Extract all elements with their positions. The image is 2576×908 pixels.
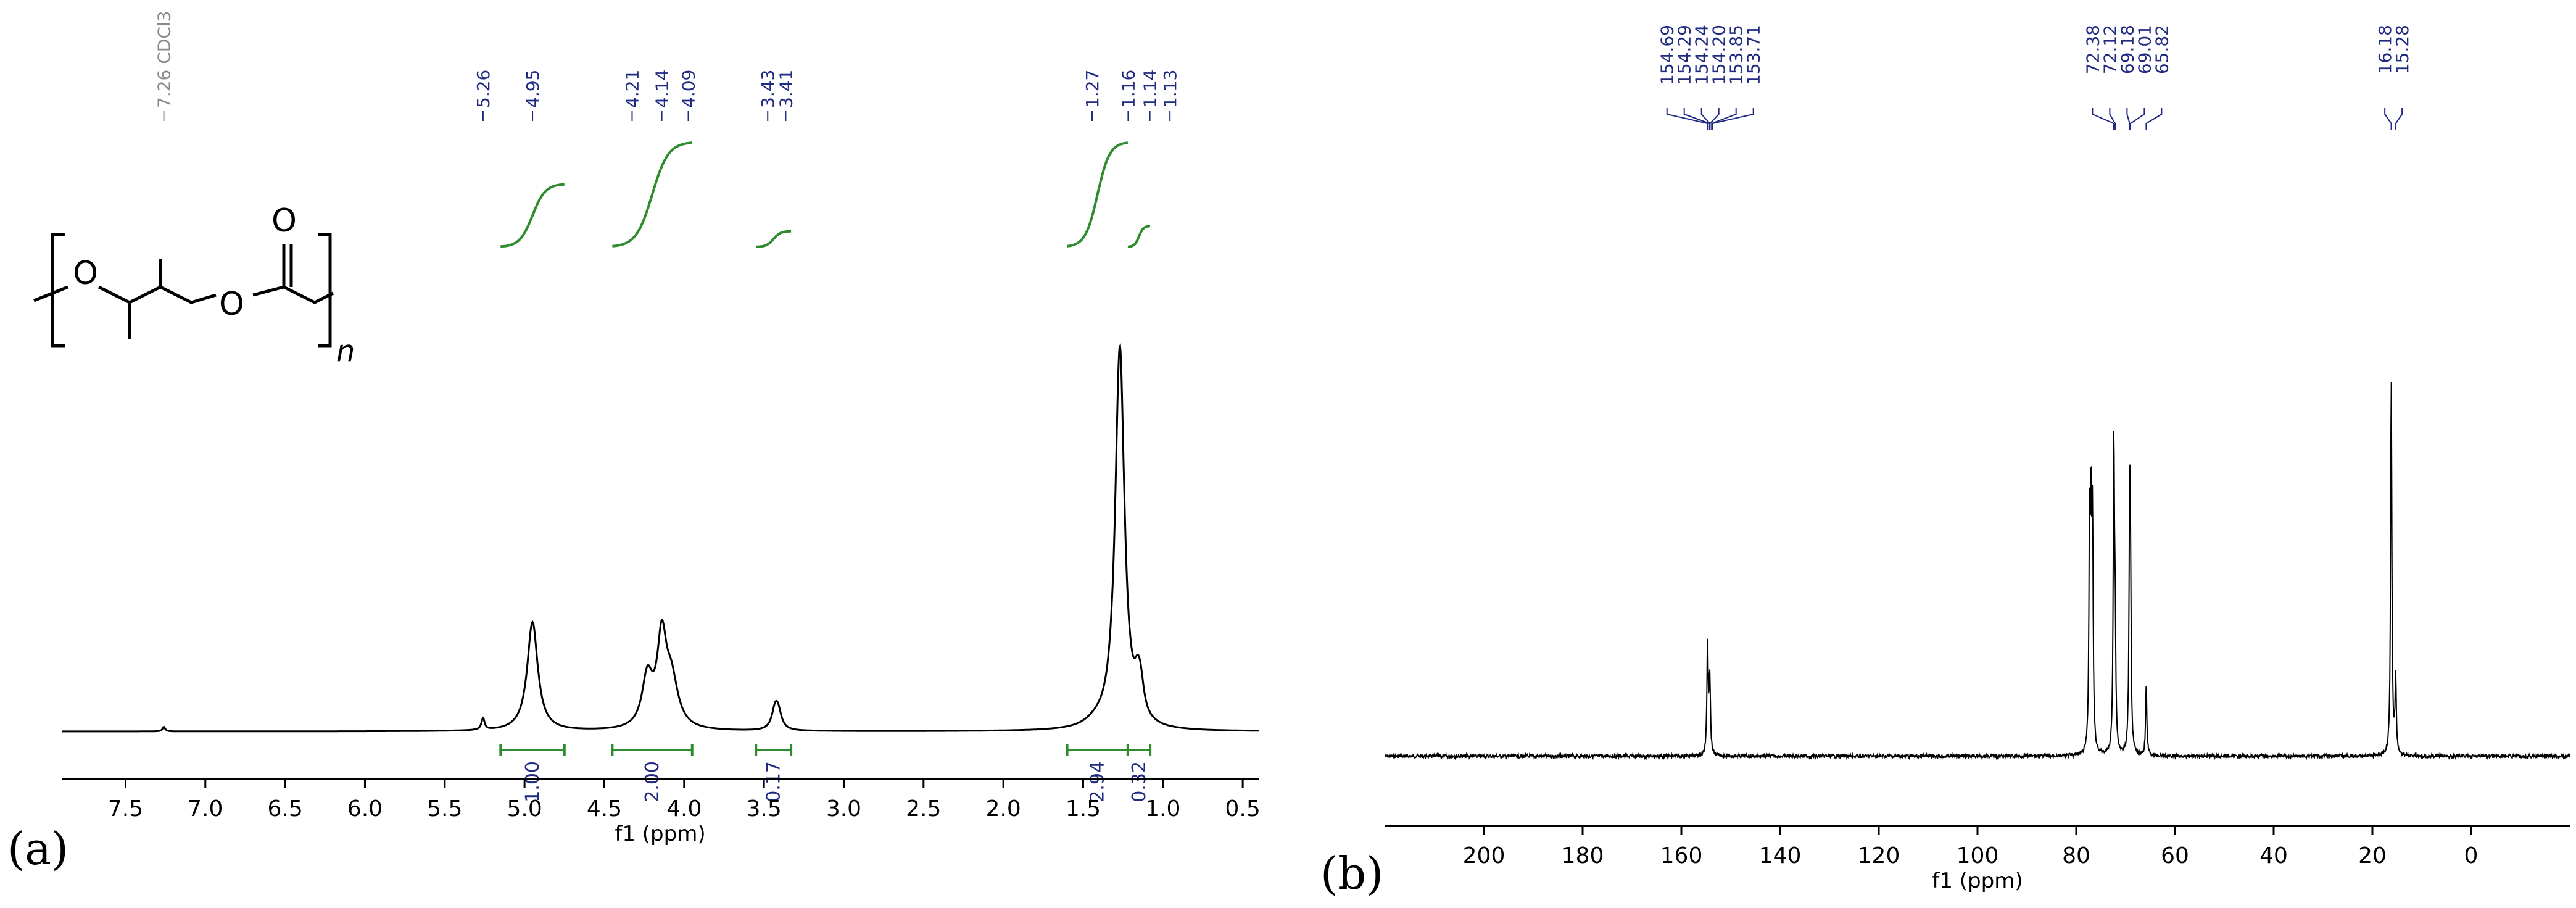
peak-label: 1.16 [1118, 70, 1138, 108]
x-tick-label: 100 [1957, 843, 1999, 868]
peak-label-connector [2109, 108, 2116, 130]
integral-curve [612, 141, 692, 248]
x-tick-label: 3.5 [747, 796, 782, 822]
x-tick-label: 120 [1858, 843, 1900, 868]
peak-label: 154.69 [1657, 25, 1678, 85]
x-tick-label: 60 [2161, 843, 2189, 868]
peak-label: 1.13 [1160, 70, 1180, 108]
spectrum-line-1h [62, 343, 1259, 733]
structure-bracket-left [51, 233, 65, 348]
spectrum-line-13c [1385, 381, 2570, 760]
x-tick-label: 1.5 [1066, 796, 1101, 822]
structure-atom-o3: O [271, 202, 297, 239]
structure-bracket-right [318, 233, 332, 348]
peak-label: 72.38 [2082, 25, 2103, 74]
integral-value: 2.00 [642, 761, 663, 802]
peak-label: 154.24 [1692, 25, 1712, 85]
peak-label: 154.20 [1709, 25, 1729, 85]
x-tick-label: 1.0 [1145, 796, 1180, 822]
peak-label-connector [1666, 108, 1708, 130]
integral-value: 1.00 [522, 761, 544, 802]
x-tick-label: 40 [2259, 843, 2288, 868]
x-tick-label: 80 [2062, 843, 2090, 868]
structure-bonds [33, 244, 334, 339]
structure-atom-o1: O [73, 255, 98, 292]
x-axis-label: f1 (ppm) [615, 822, 705, 846]
peak-label-connector [2126, 108, 2131, 130]
peak-label: 69.18 [2117, 25, 2137, 74]
peak-label: 153.85 [1726, 25, 1747, 85]
x-tick-label: 6.5 [268, 796, 303, 822]
peak-label: 1.27 [1082, 70, 1103, 108]
integral-curve [1127, 225, 1151, 248]
x-axis-label: f1 (ppm) [1932, 868, 2023, 893]
peak-label: 4.09 [679, 70, 699, 108]
peak-label: 153.71 [1744, 25, 1764, 85]
panel-b-label: (b) [1320, 848, 1383, 899]
peak-label-connector [1711, 108, 1737, 130]
peak-label: 65.82 [2151, 25, 2172, 74]
structure-subscript: n [336, 334, 355, 369]
peak-label-connector [2395, 108, 2403, 130]
x-tick-label: 20 [2358, 843, 2387, 868]
x-tick-label: 200 [1463, 843, 1505, 868]
x-tick-label: 3.0 [826, 796, 861, 822]
integral-value: 0.17 [763, 761, 785, 802]
peak-label-connector [1709, 108, 1720, 130]
peak-label: 4.21 [622, 70, 642, 108]
peak-label-connector [2092, 108, 2114, 130]
peak-label: 1.14 [1140, 70, 1161, 108]
x-tick-label: 0 [2464, 843, 2479, 868]
peak-label: 72.12 [2100, 25, 2120, 74]
x-tick-label: 5.0 [507, 796, 542, 822]
integral-value: 0.32 [1129, 761, 1150, 802]
x-tick-label: 140 [1759, 843, 1802, 868]
x-tick-label: 180 [1562, 843, 1604, 868]
integral-curve [1067, 141, 1129, 248]
peak-label: 4.14 [652, 70, 673, 108]
x-tick-label: 0.5 [1225, 796, 1261, 822]
peak-label-connector [2145, 108, 2163, 130]
integral-curve [756, 230, 792, 248]
peak-label: 16.18 [2375, 25, 2395, 74]
peak-label: 3.43 [758, 70, 778, 108]
peak-label-connector [1700, 108, 1711, 130]
peak-label: 7.26 CDCl3 [154, 11, 175, 109]
peak-label: 5.26 [473, 70, 494, 108]
chart-1h-nmr: 1.00 2.00 0.17 2.94 0.32 7.5 7.0 6.5 6.0 5.5 5.0 4.… [62, 11, 1261, 846]
peak-label: 15.28 [2392, 25, 2412, 74]
integral-curve [500, 183, 565, 248]
x-tick-label: 2.0 [986, 796, 1021, 822]
x-tick-label: 160 [1660, 843, 1703, 868]
x-tick-label: 4.5 [587, 796, 622, 822]
peak-label-connector [1712, 108, 1754, 130]
integral-value: 2.94 [1087, 761, 1109, 802]
x-tick-label: 4.0 [666, 796, 702, 822]
x-tick-label: 5.5 [427, 796, 462, 822]
peak-label: 3.41 [776, 70, 796, 108]
peak-label: 4.95 [523, 70, 543, 108]
peak-label-connector [2129, 108, 2145, 130]
panel-a-label: (a) [7, 823, 68, 875]
x-tick-label: 6.0 [347, 796, 383, 822]
x-tick-label: 7.5 [108, 796, 143, 822]
structure-atom-o2: O [219, 286, 244, 323]
polymer-structure: O O O n [33, 202, 355, 369]
x-tick-label: 2.5 [906, 796, 941, 822]
peak-label-connector [2384, 108, 2392, 130]
peak-label: 154.29 [1675, 25, 1695, 85]
chart-13c-nmr: 200 180 160 140 120 100 80 60 40 20 0f1 (ppm)154.6… [1385, 25, 2570, 893]
x-tick-label: 7.0 [188, 796, 223, 822]
peak-label: 69.01 [2134, 25, 2155, 74]
